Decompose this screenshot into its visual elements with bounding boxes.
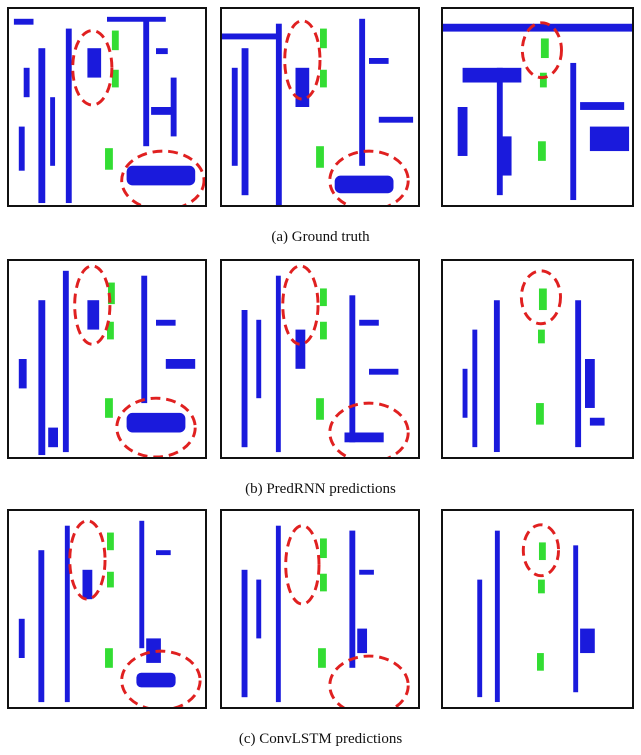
predrnn-panel-3 [441, 259, 634, 459]
occupancy-grid [13, 16, 205, 205]
occupancy-grid [18, 264, 197, 457]
convlstm-panel-3 [441, 509, 634, 709]
gt-panel-3 [441, 7, 634, 207]
row-caption-predrnn: (b) PredRNN predictions [245, 481, 396, 497]
convlstm-panel-2 [220, 509, 420, 709]
predrnn-panel-2 [220, 259, 420, 459]
row-caption-ground-truth: (a) Ground truth [271, 229, 370, 245]
gt-panel-2 [220, 7, 420, 207]
occupancy-grid [241, 524, 410, 707]
convlstm-panel-1 [7, 509, 207, 709]
occupancy-grid [477, 523, 595, 703]
row-caption-convlstm: (c) ConvLSTM predictions [238, 731, 403, 747]
occupancy-grid [462, 269, 605, 453]
gt-panel-1 [7, 7, 207, 207]
occupancy-grid [241, 264, 410, 457]
occupancy-grid [443, 21, 632, 201]
occupancy-grid [18, 519, 202, 707]
predrnn-panel-1 [7, 259, 207, 459]
occupancy-grid [222, 18, 414, 205]
